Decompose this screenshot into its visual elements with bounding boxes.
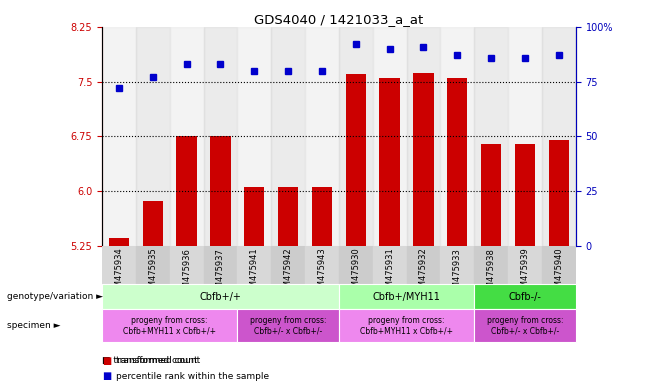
- Text: progeny from cross:
Cbfb+MYH11 x Cbfb+/+: progeny from cross: Cbfb+MYH11 x Cbfb+/+: [123, 316, 216, 335]
- Bar: [170, 246, 203, 284]
- Bar: [238, 246, 271, 284]
- Text: specimen ►: specimen ►: [7, 321, 60, 330]
- Text: percentile rank within the sample: percentile rank within the sample: [116, 372, 270, 381]
- Bar: [474, 27, 508, 246]
- Text: progeny from cross:
Cbfb+MYH11 x Cbfb+/+: progeny from cross: Cbfb+MYH11 x Cbfb+/+: [360, 316, 453, 335]
- Bar: [407, 27, 440, 246]
- Text: GSM475935: GSM475935: [148, 248, 157, 298]
- Text: GSM475942: GSM475942: [284, 248, 293, 298]
- Bar: [136, 27, 170, 246]
- Text: GSM475943: GSM475943: [317, 248, 326, 298]
- Bar: [305, 27, 339, 246]
- Text: GSM475931: GSM475931: [385, 248, 394, 298]
- Text: ■: ■: [102, 356, 111, 366]
- Bar: [143, 200, 163, 246]
- Text: Cbfb+/+: Cbfb+/+: [199, 291, 241, 302]
- Bar: [102, 246, 136, 284]
- Bar: [238, 309, 339, 342]
- Bar: [136, 246, 170, 284]
- Bar: [345, 74, 366, 246]
- Text: GSM475936: GSM475936: [182, 248, 191, 298]
- Bar: [238, 27, 271, 246]
- Bar: [508, 246, 542, 284]
- Text: GSM475941: GSM475941: [250, 248, 259, 298]
- Bar: [176, 136, 197, 246]
- Bar: [474, 309, 576, 342]
- Bar: [380, 78, 400, 246]
- Bar: [508, 27, 542, 246]
- Bar: [271, 27, 305, 246]
- Text: progeny from cross:
Cbfb+/- x Cbfb+/-: progeny from cross: Cbfb+/- x Cbfb+/-: [250, 316, 326, 335]
- Text: ■: ■: [102, 371, 111, 381]
- Title: GDS4040 / 1421033_a_at: GDS4040 / 1421033_a_at: [254, 13, 424, 26]
- Bar: [203, 246, 238, 284]
- Bar: [339, 284, 474, 309]
- Bar: [102, 27, 136, 246]
- Bar: [542, 27, 576, 246]
- Bar: [549, 140, 569, 246]
- Text: GSM475934: GSM475934: [114, 248, 124, 298]
- Bar: [339, 309, 474, 342]
- Text: GSM475940: GSM475940: [554, 248, 563, 298]
- Text: GSM475937: GSM475937: [216, 248, 225, 298]
- Bar: [339, 27, 372, 246]
- Bar: [339, 246, 372, 284]
- Bar: [109, 238, 129, 246]
- Bar: [203, 27, 238, 246]
- Text: progeny from cross:
Cbfb+/- x Cbfb+/-: progeny from cross: Cbfb+/- x Cbfb+/-: [487, 316, 563, 335]
- Text: ■ transformed count: ■ transformed count: [102, 356, 197, 366]
- Text: genotype/variation ►: genotype/variation ►: [7, 292, 103, 301]
- Text: GSM475930: GSM475930: [351, 248, 361, 298]
- Bar: [407, 246, 440, 284]
- Bar: [474, 284, 576, 309]
- Bar: [211, 136, 230, 246]
- Bar: [271, 246, 305, 284]
- Bar: [244, 187, 265, 246]
- Bar: [542, 246, 576, 284]
- Text: GSM475933: GSM475933: [453, 248, 462, 298]
- Bar: [413, 73, 434, 246]
- Bar: [170, 27, 203, 246]
- Bar: [312, 187, 332, 246]
- Bar: [278, 187, 298, 246]
- Bar: [102, 309, 238, 342]
- Bar: [305, 246, 339, 284]
- Bar: [440, 27, 474, 246]
- Bar: [102, 284, 339, 309]
- Bar: [474, 246, 508, 284]
- Text: transformed count: transformed count: [116, 356, 201, 366]
- Bar: [372, 27, 407, 246]
- Bar: [447, 78, 467, 246]
- Bar: [440, 246, 474, 284]
- Text: Cbfb-/-: Cbfb-/-: [509, 291, 542, 302]
- Text: GSM475932: GSM475932: [419, 248, 428, 298]
- Bar: [481, 144, 501, 246]
- Text: Cbfb+/MYH11: Cbfb+/MYH11: [372, 291, 440, 302]
- Text: GSM475939: GSM475939: [520, 248, 530, 298]
- Text: GSM475938: GSM475938: [487, 248, 495, 298]
- Bar: [372, 246, 407, 284]
- Bar: [515, 144, 535, 246]
